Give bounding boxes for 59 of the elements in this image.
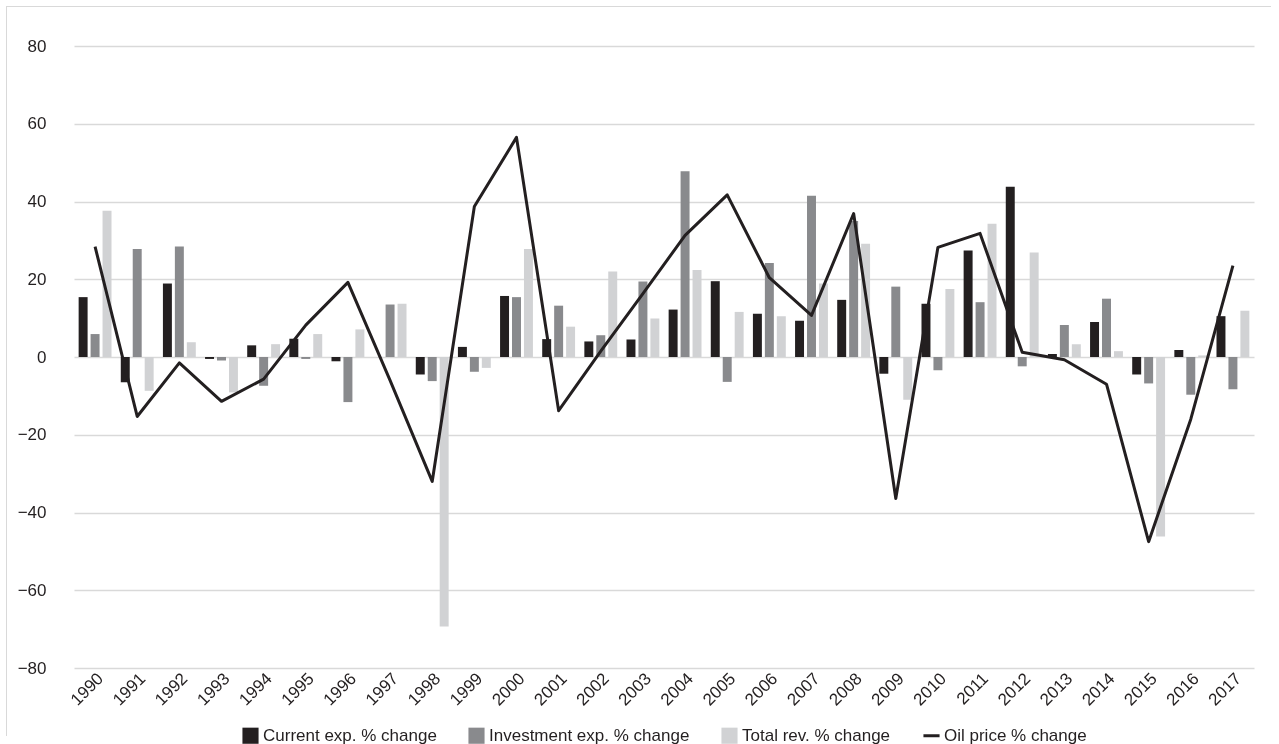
bar	[975, 302, 985, 357]
bar	[1186, 357, 1196, 395]
bar	[891, 286, 901, 357]
y-tick-label: 40	[27, 192, 47, 211]
bar	[879, 357, 889, 374]
bar	[1102, 298, 1111, 357]
bar	[710, 281, 720, 357]
y-tick-label: −80	[17, 658, 47, 678]
y-tick-label: 0	[37, 347, 47, 367]
y-tick-label: 80	[27, 36, 47, 56]
bar	[764, 262, 774, 357]
bar	[512, 297, 521, 357]
y-tick-label: −20	[17, 425, 47, 445]
bar	[963, 250, 973, 357]
bar	[837, 299, 847, 357]
bar	[1144, 357, 1154, 384]
bar	[1017, 357, 1027, 367]
y-tick-label: 60	[27, 114, 47, 134]
legend-label: Current exp. % change	[263, 725, 437, 744]
line-series	[93, 135, 1235, 544]
bar	[1090, 322, 1100, 357]
legend-label: Oil price % change	[944, 725, 1087, 744]
bar	[1216, 316, 1226, 357]
bar	[1059, 325, 1069, 357]
bar	[722, 357, 732, 382]
bar	[668, 309, 678, 357]
bar	[680, 171, 690, 357]
bar	[415, 357, 425, 375]
bar	[554, 305, 564, 357]
bar	[807, 195, 816, 357]
bar	[1228, 357, 1238, 390]
bar	[331, 357, 341, 362]
bar	[1132, 357, 1142, 375]
bar	[752, 313, 762, 357]
bar	[849, 220, 859, 357]
bar	[90, 334, 100, 357]
bar	[500, 295, 510, 357]
bar	[457, 346, 467, 357]
legend-label: Investment exp. % change	[489, 725, 690, 744]
bar	[795, 320, 805, 357]
bar	[174, 246, 184, 357]
bar	[162, 283, 172, 357]
bar	[626, 339, 636, 357]
bar	[385, 304, 395, 357]
legend-label: Total rev. % change	[742, 725, 891, 744]
bar	[638, 281, 648, 357]
y-tick-label: −40	[17, 503, 47, 522]
y-tick-label: 20	[27, 269, 47, 289]
bar	[343, 357, 353, 403]
bar	[933, 357, 943, 371]
bar	[1174, 350, 1184, 357]
bar	[584, 341, 594, 357]
bar	[1005, 186, 1015, 357]
bar	[132, 248, 142, 357]
bar	[78, 297, 88, 357]
bar	[247, 345, 257, 357]
bar	[427, 357, 437, 382]
y-tick-label: −60	[17, 580, 47, 600]
bar	[469, 357, 479, 372]
